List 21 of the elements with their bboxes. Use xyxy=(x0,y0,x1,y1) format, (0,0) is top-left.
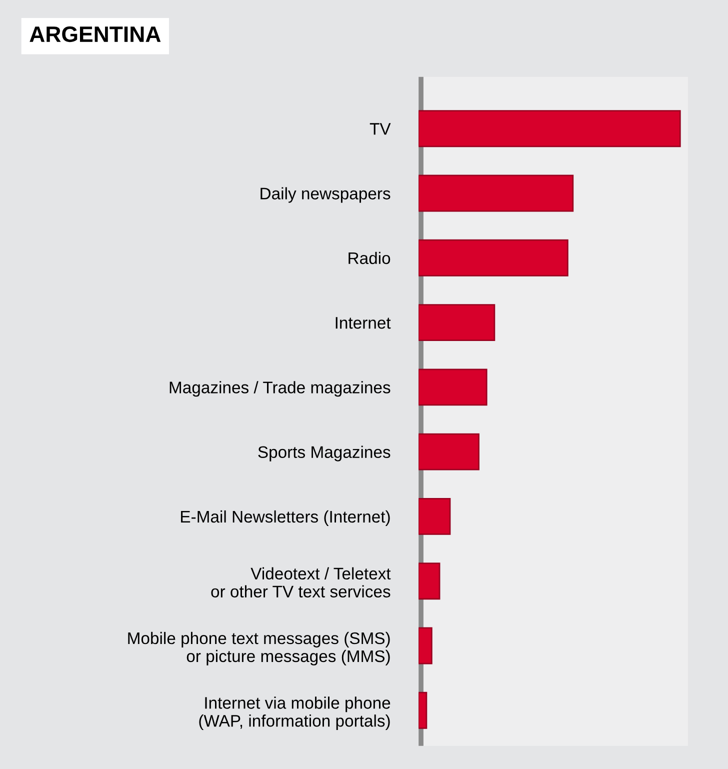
bar xyxy=(418,433,480,470)
bar xyxy=(418,239,568,276)
bar xyxy=(418,692,428,729)
text: ARGENTINA xyxy=(30,26,161,42)
bar xyxy=(418,627,432,664)
bar xyxy=(418,498,451,535)
y-tick-label: Magazines / Trade magazines xyxy=(170,381,390,397)
y-tick-label: Internet xyxy=(336,317,391,329)
y-tick-label: Internet via mobile phone (WAP, information portals) xyxy=(199,696,390,730)
y-tick-label: TV xyxy=(370,123,391,135)
y-tick-label: Mobile phone text messages (SMS) or picture messages (MMS) xyxy=(128,632,390,666)
y-tick-label: Daily newspapers xyxy=(260,187,390,203)
y-tick-label: Radio xyxy=(348,252,390,264)
y-tick-label: Sports Magazines xyxy=(258,446,390,462)
bar xyxy=(418,562,440,600)
y-tick-label: E-Mail Newsletters (Internet) xyxy=(181,510,390,526)
bar xyxy=(418,110,681,148)
y-tick-label: Videotext / Teletext or other TV text services xyxy=(211,567,391,598)
bar xyxy=(418,368,488,406)
bar xyxy=(418,174,574,212)
bar xyxy=(418,304,496,342)
